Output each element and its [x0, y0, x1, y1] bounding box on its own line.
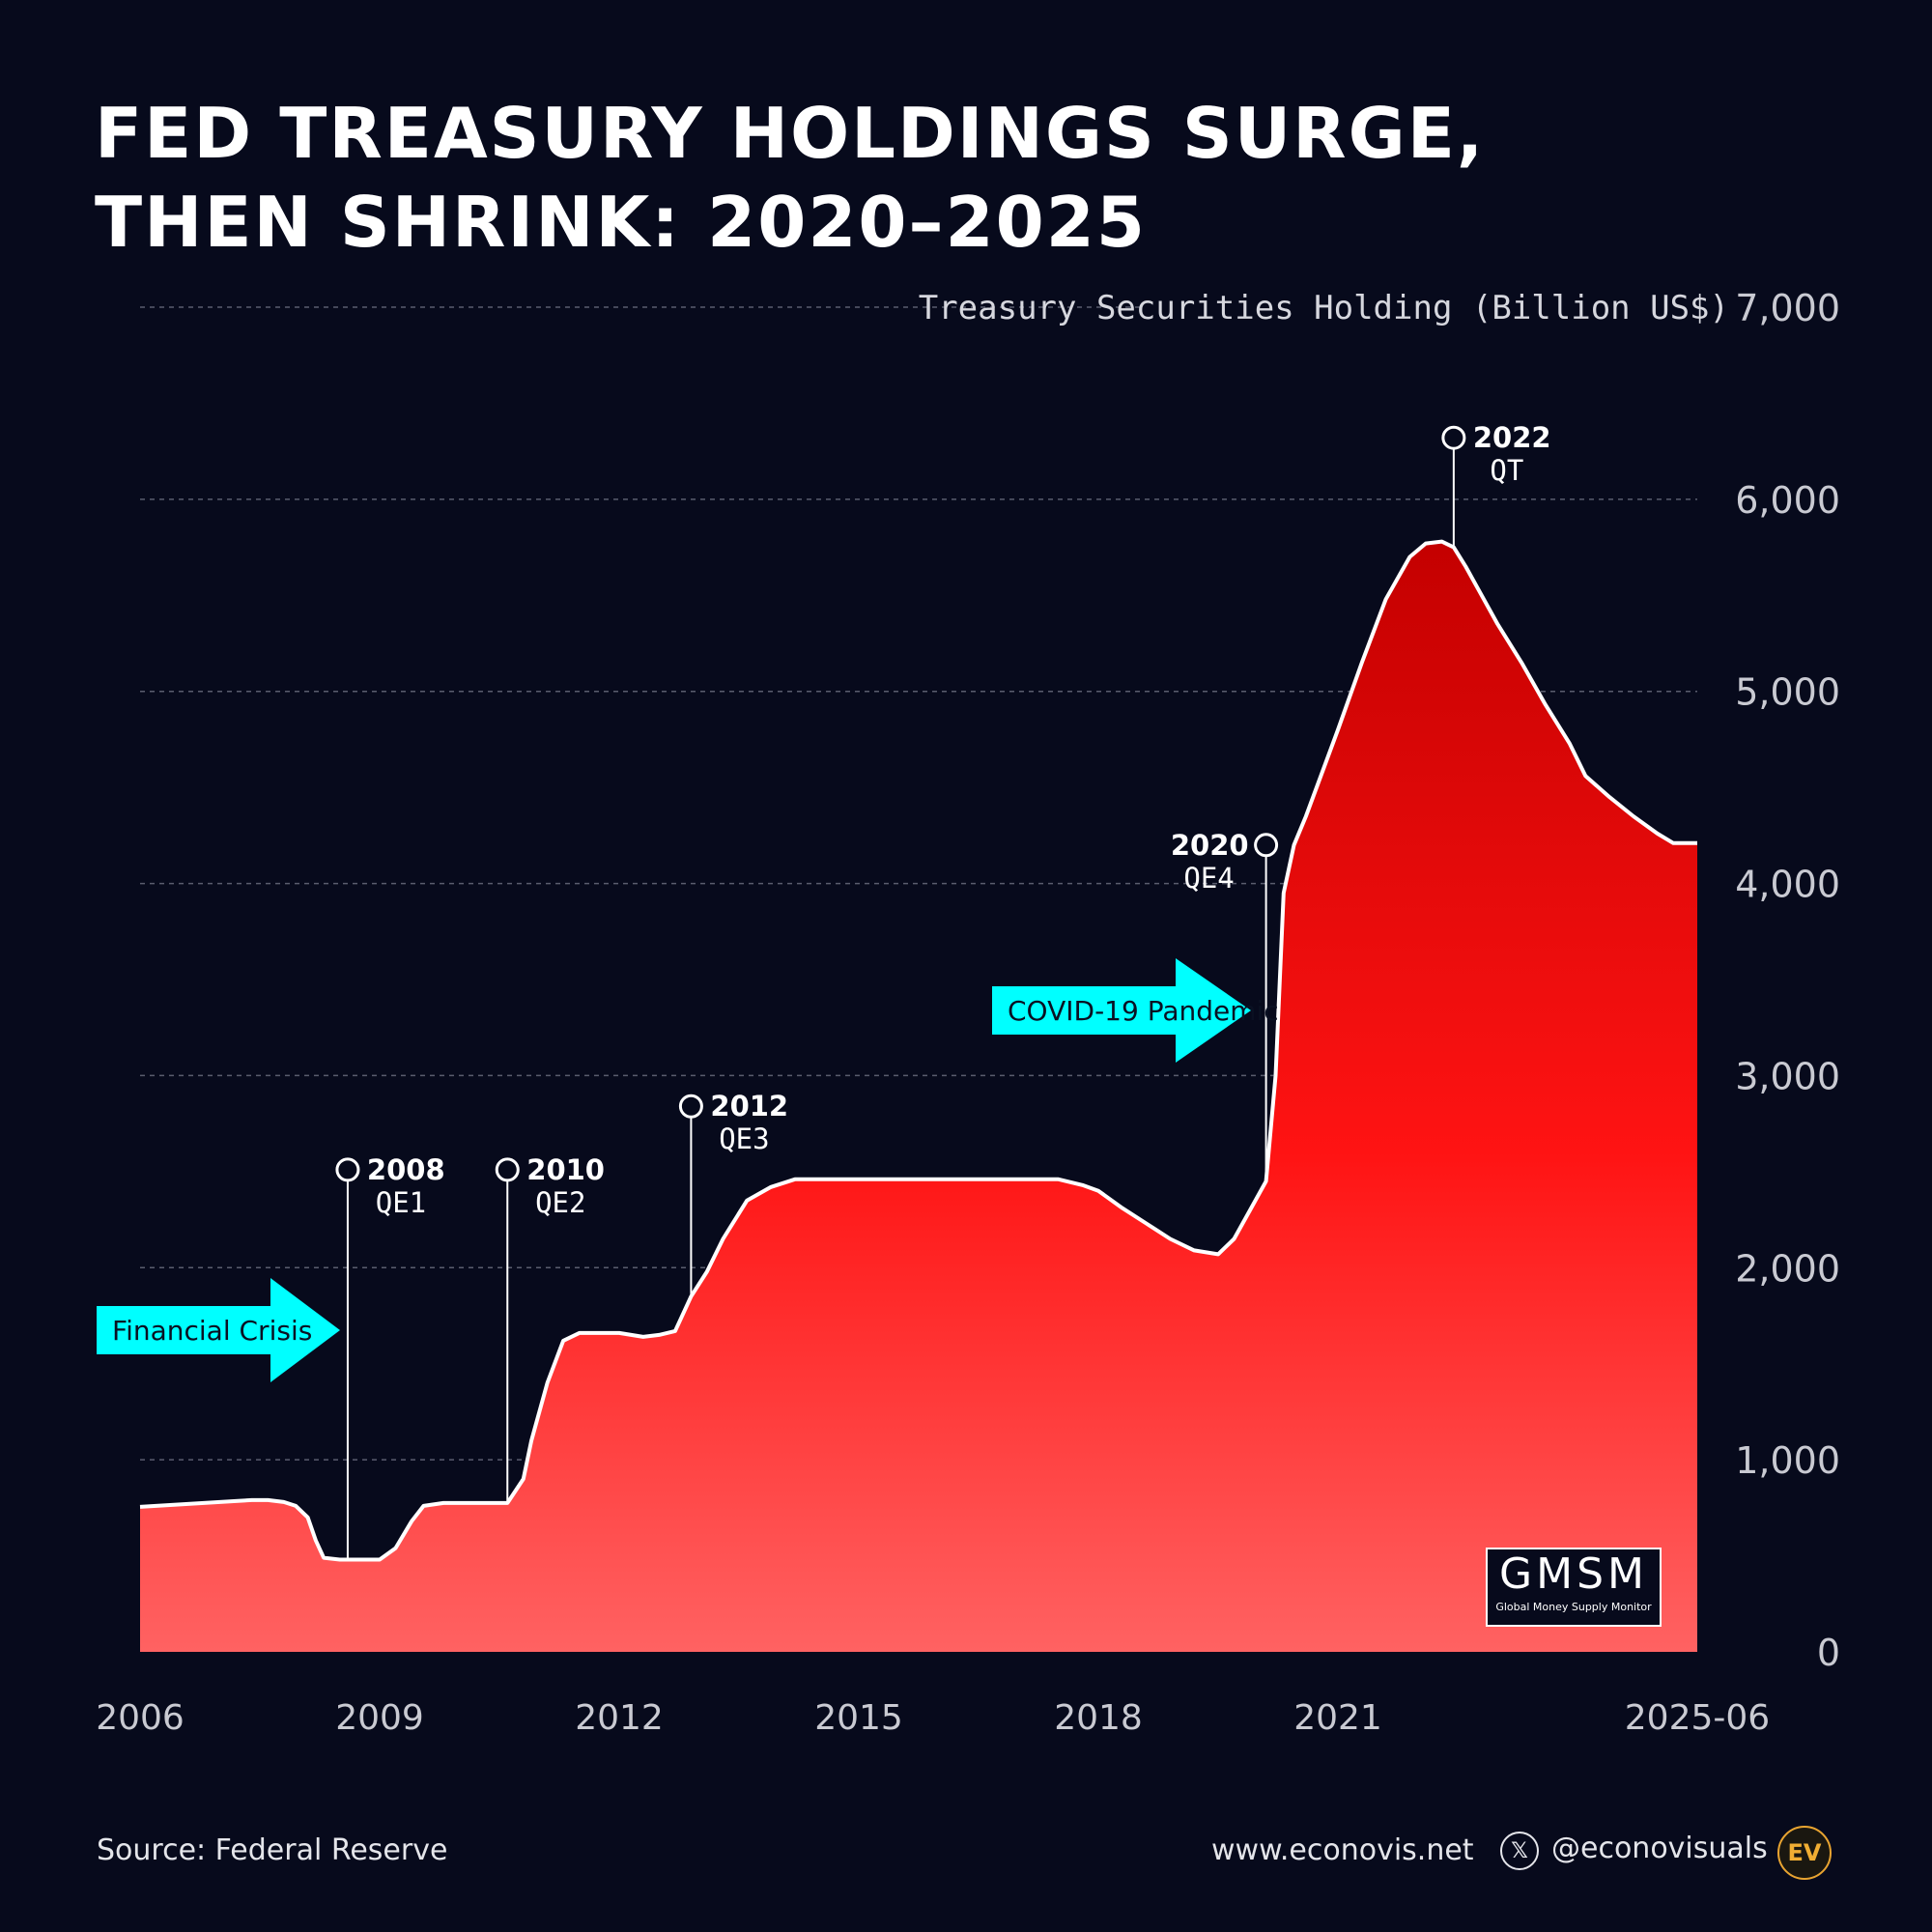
y-tick-label: 1,000 — [1735, 1439, 1840, 1482]
covid-pandemic-arrow: COVID-19 Pandemic — [992, 958, 1279, 1063]
source-note: Source: Federal Reserve — [97, 1833, 448, 1867]
x-logo-icon: 𝕏 — [1500, 1832, 1539, 1870]
financial-crisis-arrow: Financial Crisis — [97, 1278, 340, 1382]
annotation-year: 2012 — [710, 1090, 788, 1122]
x-tick-label: 2012 — [575, 1698, 664, 1738]
title-line-2: THEN SHRINK: 2020–2025 — [95, 182, 1147, 263]
annotation-label: QE3 — [719, 1122, 769, 1155]
annotation-marker — [1441, 425, 1466, 450]
annotation-marker — [495, 1157, 520, 1182]
event-arrows: Financial Crisis COVID-19 Pandemic — [97, 958, 1279, 1382]
x-tick-label: 2018 — [1054, 1698, 1143, 1738]
y-tick-label: 5,000 — [1735, 671, 1840, 714]
chart-title: FED TREASURY HOLDINGS SURGE, THEN SHRINK… — [95, 89, 1485, 267]
x-tick-label: 2025-06 — [1625, 1698, 1770, 1738]
axis-labels: Treasury Securities Holding (Billion US$… — [96, 287, 1840, 1738]
annotation-marker — [1254, 833, 1279, 858]
annotation-year: 2008 — [367, 1153, 445, 1186]
y-tick-label: 2,000 — [1735, 1247, 1840, 1290]
annotation-label: QE1 — [376, 1186, 426, 1219]
annotation-label: QE2 — [535, 1186, 585, 1219]
financial-crisis-arrow-label: Financial Crisis — [112, 1315, 312, 1347]
series-area — [140, 541, 1697, 1652]
annotation-year: 2020 — [1171, 829, 1249, 862]
financial-crisis-arrow-shape — [97, 1278, 340, 1382]
area-layer — [139, 539, 1697, 1652]
x-tick-label: 2009 — [335, 1698, 424, 1738]
y-axis-title: Treasury Securities Holding (Billion US$… — [919, 289, 1729, 327]
y-tick-label: 0 — [1817, 1632, 1840, 1674]
annotation-marker — [678, 1094, 703, 1119]
annotation-year: 2022 — [1473, 421, 1551, 454]
y-tick-label: 7,000 — [1735, 287, 1840, 329]
annotation-label: QT — [1490, 454, 1523, 487]
annotation-year: 2010 — [526, 1153, 605, 1186]
social-handle[interactable]: @econovisuals — [1551, 1832, 1768, 1865]
website-link[interactable]: www.econovis.net — [1211, 1833, 1474, 1867]
annotation-label: QE4 — [1183, 862, 1234, 895]
y-tick-label: 6,000 — [1735, 479, 1840, 522]
title-line-1: FED TREASURY HOLDINGS SURGE, — [95, 93, 1486, 174]
x-tick-label: 2015 — [814, 1698, 903, 1738]
y-tick-label: 4,000 — [1735, 864, 1840, 906]
covid-pandemic-arrow-label: COVID-19 Pandemic — [1008, 995, 1279, 1027]
covid-pandemic-arrow-shape — [992, 958, 1251, 1063]
gmsm-logo-sub: Global Money Supply Monitor — [1495, 1601, 1652, 1613]
gmsm-logo-main: GMSM — [1499, 1549, 1648, 1599]
series-line — [139, 539, 1697, 1562]
gmsm-logo: GMSM Global Money Supply Monitor — [1486, 1548, 1662, 1627]
x-tick-label: 2021 — [1293, 1698, 1382, 1738]
y-tick-label: 3,000 — [1735, 1055, 1840, 1097]
x-tick-label: 2006 — [96, 1698, 185, 1738]
ev-brand-logo: EV — [1777, 1826, 1832, 1880]
annotation-marker — [335, 1157, 360, 1182]
